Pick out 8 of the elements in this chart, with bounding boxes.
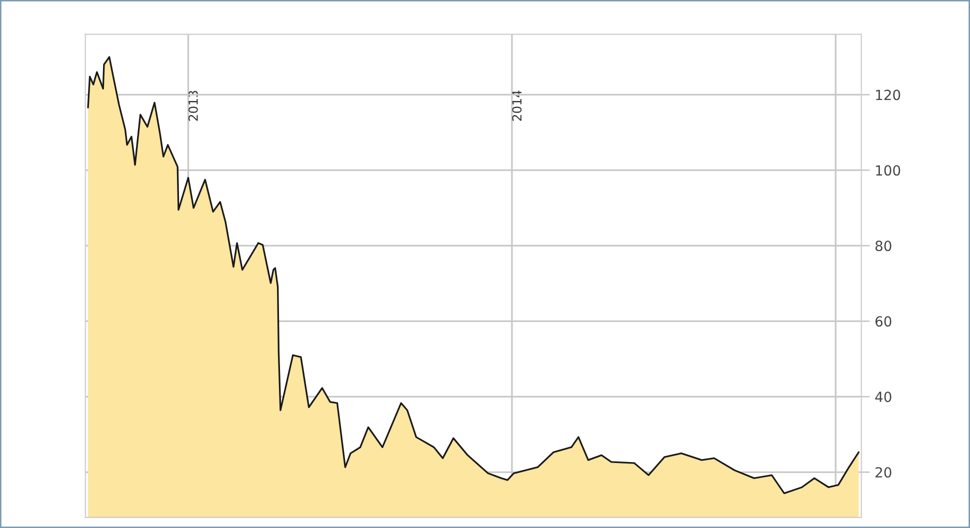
y-tick-label: 80 (875, 240, 892, 252)
y-tick-label: 100 (876, 165, 900, 176)
y-tick-label: 120 (876, 90, 900, 100)
x-tick-label: 2014 (512, 90, 522, 121)
y-tick-label: 20 (876, 467, 892, 478)
x-tick-label: 2013 (188, 90, 198, 121)
y-tick-label: 60 (876, 316, 892, 327)
y-tick-label: 40 (875, 392, 892, 402)
